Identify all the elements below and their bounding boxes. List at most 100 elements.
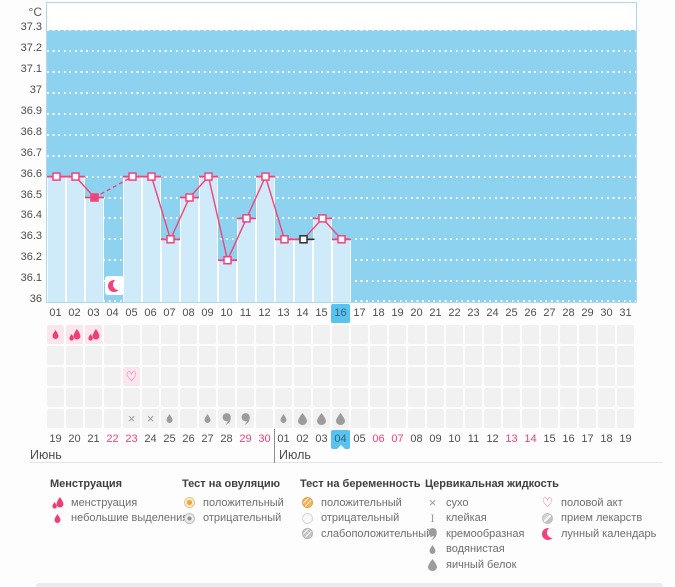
- ovulation-test-row-cell[interactable]: [465, 346, 482, 365]
- menstruation-row-cell[interactable]: [123, 325, 140, 344]
- menstruation-row-cell[interactable]: [332, 325, 349, 344]
- cervical-fluid-row-cell[interactable]: [598, 409, 615, 428]
- ovulation-test-row-cell[interactable]: [275, 346, 292, 365]
- menstruation-row-cell[interactable]: [180, 325, 197, 344]
- cervical-fluid-row-cell[interactable]: [484, 409, 501, 428]
- menstruation-row-cell[interactable]: [408, 325, 425, 344]
- cervical-fluid-row-cell[interactable]: [237, 409, 254, 428]
- pregnancy-test-row-cell[interactable]: [598, 388, 615, 407]
- intercourse-row-cell[interactable]: [275, 367, 292, 386]
- day-label[interactable]: 15: [315, 307, 328, 319]
- pregnancy-test-row-cell[interactable]: [47, 388, 64, 407]
- cervical-fluid-row-cell[interactable]: [579, 409, 596, 428]
- pregnancy-test-row-cell[interactable]: [446, 388, 463, 407]
- day-label[interactable]: 17: [353, 307, 366, 319]
- pregnancy-test-row-cell[interactable]: [332, 388, 349, 407]
- cervical-fluid-row-cell[interactable]: [85, 409, 102, 428]
- intercourse-row-cell[interactable]: [218, 367, 235, 386]
- cycle-date-label[interactable]: 02: [296, 433, 309, 445]
- temp-marker[interactable]: [318, 214, 327, 223]
- ovulation-test-row-cell[interactable]: [446, 346, 463, 365]
- pregnancy-test-row-cell[interactable]: [617, 388, 634, 407]
- cervical-fluid-row-cell[interactable]: [389, 409, 406, 428]
- menstruation-row-cell[interactable]: [256, 325, 273, 344]
- cycle-date-label[interactable]: 22: [106, 433, 119, 445]
- ovulation-test-row-cell[interactable]: [161, 346, 178, 365]
- pregnancy-test-row-cell[interactable]: [180, 388, 197, 407]
- ovulation-test-row-cell[interactable]: [541, 346, 558, 365]
- intercourse-row-cell[interactable]: [541, 367, 558, 386]
- menstruation-row-cell[interactable]: [446, 325, 463, 344]
- cycle-date-label[interactable]: 01: [277, 433, 290, 445]
- intercourse-row-cell[interactable]: [522, 367, 539, 386]
- cervical-fluid-row-cell[interactable]: [275, 409, 292, 428]
- cycle-date-label[interactable]: 11: [467, 433, 480, 445]
- cervical-fluid-row-cell[interactable]: [408, 409, 425, 428]
- intercourse-row-cell[interactable]: [332, 367, 349, 386]
- ovulation-test-row-cell[interactable]: [503, 346, 520, 365]
- cycle-date-label[interactable]: 16: [562, 433, 575, 445]
- intercourse-row-cell[interactable]: [66, 367, 83, 386]
- ovulation-test-row-cell[interactable]: [66, 346, 83, 365]
- day-label[interactable]: 01: [49, 307, 62, 319]
- temp-marker[interactable]: [147, 172, 156, 181]
- ovulation-test-row-cell[interactable]: [313, 346, 330, 365]
- cycle-date-label[interactable]: 21: [87, 433, 100, 445]
- cycle-date-label[interactable]: 19: [49, 433, 62, 445]
- ovulation-test-row-cell[interactable]: [199, 346, 216, 365]
- cycle-date-label[interactable]: 04: [331, 430, 350, 449]
- ovulation-test-row-cell[interactable]: [598, 346, 615, 365]
- pregnancy-test-row-cell[interactable]: [351, 388, 368, 407]
- menstruation-row-cell[interactable]: [161, 325, 178, 344]
- cycle-date-label[interactable]: 25: [163, 433, 176, 445]
- ovulation-test-row-cell[interactable]: [180, 346, 197, 365]
- day-label[interactable]: 03: [87, 307, 100, 319]
- day-label[interactable]: 20: [410, 307, 423, 319]
- intercourse-row-cell[interactable]: [294, 367, 311, 386]
- pregnancy-test-row-cell[interactable]: [579, 388, 596, 407]
- day-label[interactable]: 05: [125, 307, 138, 319]
- ovulation-test-row-cell[interactable]: [332, 346, 349, 365]
- menstruation-row-cell[interactable]: [503, 325, 520, 344]
- temp-marker[interactable]: [71, 172, 80, 181]
- temp-marker[interactable]: [261, 172, 270, 181]
- menstruation-row-cell[interactable]: [218, 325, 235, 344]
- pregnancy-test-row-cell[interactable]: [541, 388, 558, 407]
- cycle-date-label[interactable]: 13: [505, 433, 518, 445]
- cervical-fluid-row-cell[interactable]: [180, 409, 197, 428]
- menstruation-row-cell[interactable]: [85, 325, 102, 344]
- menstruation-row-cell[interactable]: [294, 325, 311, 344]
- ovulation-test-row-cell[interactable]: [522, 346, 539, 365]
- cervical-fluid-row-cell[interactable]: [560, 409, 577, 428]
- cycle-date-label[interactable]: 12: [486, 433, 499, 445]
- day-label[interactable]: 27: [543, 307, 556, 319]
- intercourse-row-cell[interactable]: [598, 367, 615, 386]
- temp-marker[interactable]: [166, 235, 175, 244]
- menstruation-row-cell[interactable]: [199, 325, 216, 344]
- pregnancy-test-row-cell[interactable]: [237, 388, 254, 407]
- ovulation-test-row-cell[interactable]: [237, 346, 254, 365]
- day-label[interactable]: 21: [429, 307, 442, 319]
- intercourse-row-cell[interactable]: [560, 367, 577, 386]
- intercourse-row-cell[interactable]: [503, 367, 520, 386]
- menstruation-row-cell[interactable]: [104, 325, 121, 344]
- pregnancy-test-row-cell[interactable]: [66, 388, 83, 407]
- temp-marker[interactable]: [52, 172, 61, 181]
- cervical-fluid-row-cell[interactable]: [503, 409, 520, 428]
- cervical-fluid-row-cell[interactable]: [465, 409, 482, 428]
- day-label[interactable]: 08: [182, 307, 195, 319]
- cycle-date-label[interactable]: 23: [125, 433, 138, 445]
- cervical-fluid-row-cell[interactable]: [256, 409, 273, 428]
- pregnancy-test-row-cell[interactable]: [370, 388, 387, 407]
- day-label[interactable]: 12: [258, 307, 271, 319]
- cycle-date-label[interactable]: 30: [258, 433, 271, 445]
- cycle-date-label[interactable]: 09: [429, 433, 442, 445]
- cycle-date-label[interactable]: 18: [600, 433, 613, 445]
- ovulation-test-row-cell[interactable]: [104, 346, 121, 365]
- ovulation-test-row-cell[interactable]: [389, 346, 406, 365]
- ovulation-test-row-cell[interactable]: [85, 346, 102, 365]
- day-label[interactable]: 13: [277, 307, 290, 319]
- cycle-date-label[interactable]: 07: [391, 433, 404, 445]
- ovulation-test-row-cell[interactable]: [484, 346, 501, 365]
- pregnancy-test-row-cell[interactable]: [313, 388, 330, 407]
